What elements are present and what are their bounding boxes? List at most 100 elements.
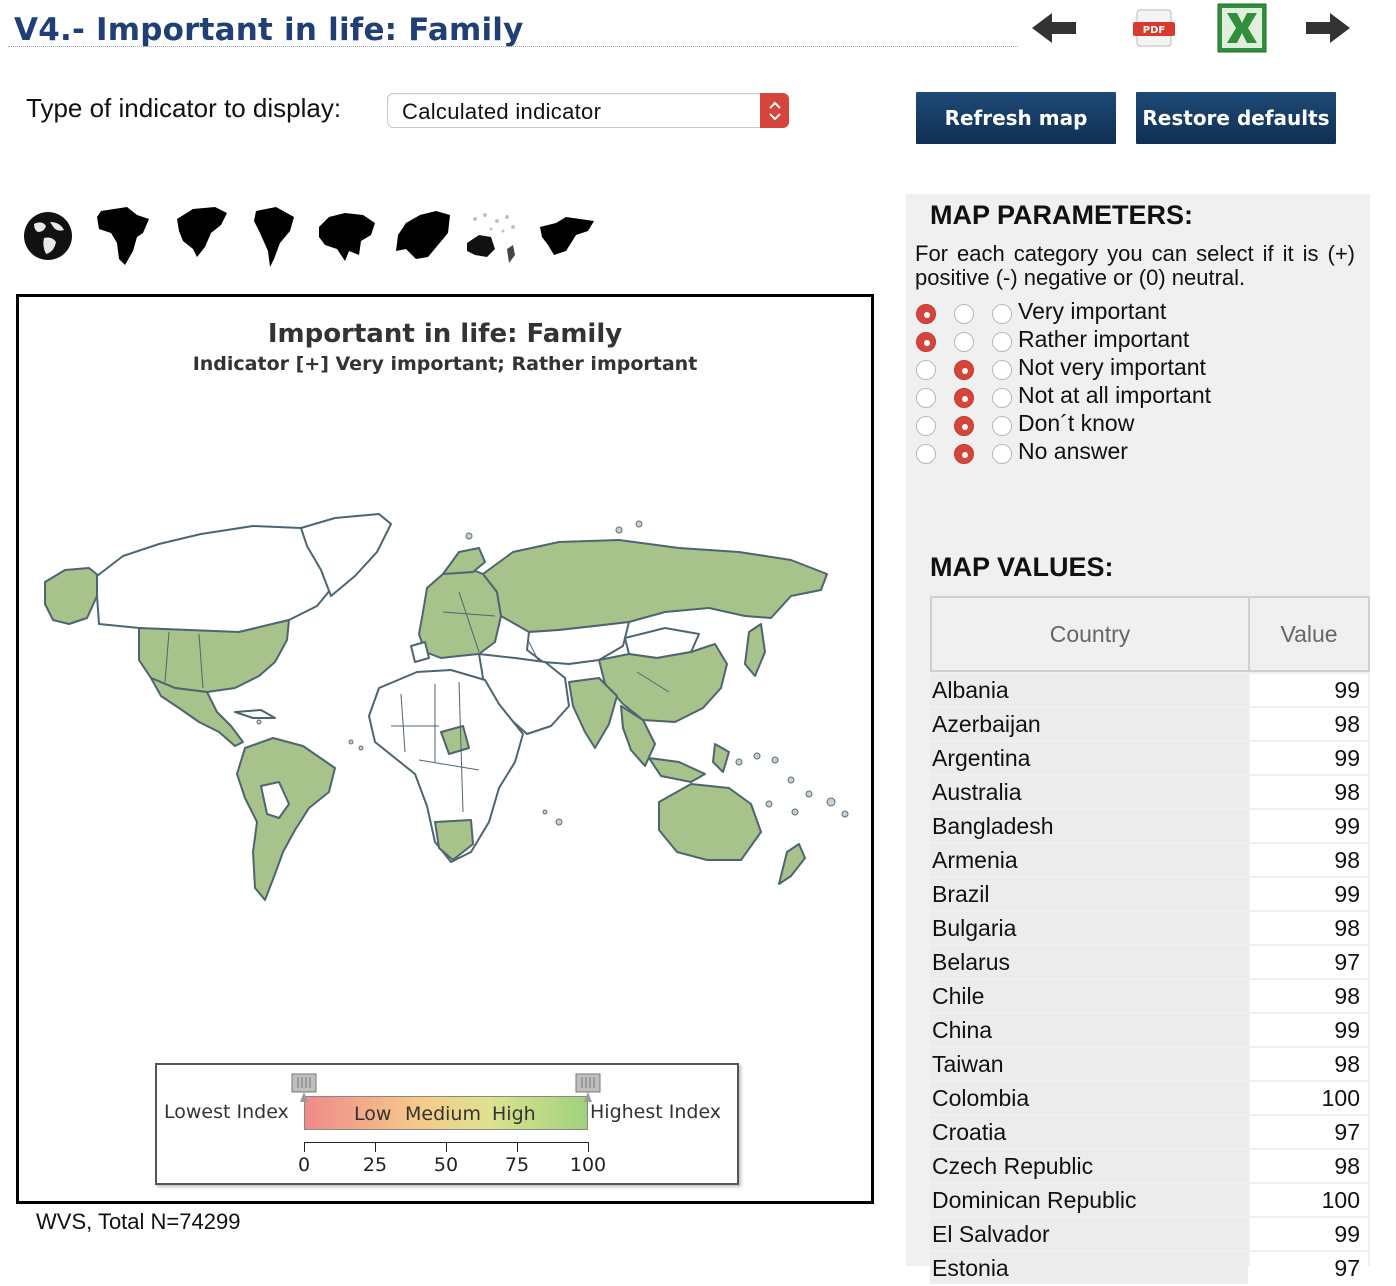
value-cell: 98: [1250, 708, 1368, 740]
radio-positive[interactable]: [916, 416, 936, 436]
radio-neutral[interactable]: [992, 388, 1012, 408]
radio-neutral[interactable]: [992, 444, 1012, 464]
table-row: Bulgaria 98: [930, 912, 1370, 946]
value-cell: 98: [1250, 1150, 1368, 1182]
map-subtitle: Indicator [+] Very important; Rather imp…: [192, 353, 698, 375]
table-row: Taiwan 98: [930, 1048, 1370, 1082]
table-row: Croatia 97: [930, 1116, 1370, 1150]
country-cell: Croatia: [930, 1116, 1248, 1148]
country-cell: Brazil: [930, 878, 1248, 910]
category-label: Very important: [1018, 298, 1167, 324]
radio-positive[interactable]: [916, 360, 936, 380]
table-row: Belarus 97: [930, 946, 1370, 980]
radio-negative[interactable]: [954, 360, 974, 380]
legend-tick: [446, 1142, 447, 1152]
pdf-icon[interactable]: PDF: [1128, 2, 1180, 54]
radio-negative[interactable]: [954, 388, 974, 408]
page-title: V4.- Important in life: Family: [14, 12, 524, 48]
slider-handle-min-icon[interactable]: [290, 1072, 318, 1104]
value-cell: 99: [1250, 674, 1368, 706]
country-cell: Albania: [930, 674, 1248, 706]
country-cell: Argentina: [930, 742, 1248, 774]
radio-negative[interactable]: [954, 444, 974, 464]
world-globe-icon[interactable]: [20, 200, 76, 272]
map-parameters-description: For each category you can select if it i…: [915, 241, 1355, 290]
indicator-label: Type of indicator to display:: [26, 93, 342, 123]
radio-neutral[interactable]: [992, 304, 1012, 324]
radio-negative[interactable]: [954, 416, 974, 436]
legend-tick-label: 25: [362, 1154, 388, 1176]
column-header-value[interactable]: Value: [1248, 596, 1370, 672]
oceania-icon[interactable]: [462, 200, 522, 272]
radio-positive[interactable]: [916, 332, 936, 352]
country-cell: Belarus: [930, 946, 1248, 978]
map-title: Important in life: Family: [267, 319, 623, 349]
restore-defaults-button[interactable]: Restore defaults: [1136, 92, 1336, 144]
world-map[interactable]: [39, 512, 869, 922]
table-row: Azerbaijan 98: [930, 708, 1370, 742]
middle-east-icon[interactable]: [534, 200, 600, 272]
sample-footnote: WVS, Total N=74299: [36, 1209, 241, 1234]
radio-neutral[interactable]: [992, 332, 1012, 352]
africa-icon[interactable]: [90, 200, 156, 272]
table-row: Armenia 98: [930, 844, 1370, 878]
category-row: Rather important: [914, 326, 1354, 354]
asia-icon[interactable]: [314, 200, 380, 272]
legend-lowest-label: Lowest Index: [164, 1101, 289, 1123]
country-cell: Azerbaijan: [930, 708, 1248, 740]
radio-neutral[interactable]: [992, 360, 1012, 380]
indicator-select[interactable]: Calculated indicator: [387, 93, 789, 128]
map-values-heading: MAP VALUES:: [930, 552, 1114, 582]
slider-handle-max-icon[interactable]: [574, 1072, 602, 1104]
table-row: Estonia 97: [930, 1252, 1370, 1286]
country-cell: Australia: [930, 776, 1248, 808]
legend-tick-label: 50: [433, 1154, 459, 1176]
table-row: Albania 99: [930, 674, 1370, 708]
radio-positive[interactable]: [916, 444, 936, 464]
arrow-left-icon[interactable]: [1028, 2, 1080, 54]
europe-icon[interactable]: [390, 200, 456, 272]
country-cell: Chile: [930, 980, 1248, 1012]
value-cell: 97: [1250, 1116, 1368, 1148]
value-cell: 99: [1250, 810, 1368, 842]
legend-band-medium: Medium: [405, 1103, 481, 1125]
country-cell: Czech Republic: [930, 1150, 1248, 1182]
value-cell: 99: [1250, 1218, 1368, 1250]
arrow-right-icon[interactable]: [1302, 2, 1354, 54]
category-row: Not very important: [914, 354, 1354, 382]
radio-positive[interactable]: [916, 388, 936, 408]
map-islands: [256, 520, 849, 826]
table-row: El Salvador 99: [930, 1218, 1370, 1252]
legend-tick-label: 75: [504, 1154, 530, 1176]
south-america-icon[interactable]: [246, 200, 302, 272]
radio-negative[interactable]: [954, 304, 974, 324]
table-row: Chile 98: [930, 980, 1370, 1014]
value-cell: 97: [1250, 1252, 1368, 1284]
value-cell: 97: [1250, 946, 1368, 978]
refresh-map-button[interactable]: Refresh map: [916, 92, 1116, 144]
radio-positive[interactable]: [916, 304, 936, 324]
value-cell: 99: [1250, 878, 1368, 910]
map-panel: Important in life: Family Indicator [+] …: [16, 294, 874, 1204]
category-row: No answer: [914, 438, 1354, 466]
country-cell: Taiwan: [930, 1048, 1248, 1080]
column-header-country[interactable]: Country: [930, 596, 1250, 672]
pdf-label: PDF: [1143, 25, 1165, 36]
legend-band-low: Low: [354, 1103, 392, 1125]
value-cell: 98: [1250, 1048, 1368, 1080]
country-cell: Bangladesh: [930, 810, 1248, 842]
north-america-icon[interactable]: [168, 200, 234, 272]
radio-negative[interactable]: [954, 332, 974, 352]
excel-icon[interactable]: [1216, 2, 1268, 54]
legend-tick: [304, 1142, 305, 1152]
radio-neutral[interactable]: [992, 416, 1012, 436]
table-row: Argentina 99: [930, 742, 1370, 776]
chevron-up-down-icon: [760, 93, 789, 128]
category-label: Not very important: [1018, 354, 1206, 380]
title-divider: [8, 46, 1018, 47]
country-cell: Colombia: [930, 1082, 1248, 1114]
country-cell: Estonia: [930, 1252, 1248, 1284]
map-parameters-heading: MAP PARAMETERS:: [930, 200, 1194, 230]
table-row: China 99: [930, 1014, 1370, 1048]
value-cell: 100: [1250, 1184, 1368, 1216]
